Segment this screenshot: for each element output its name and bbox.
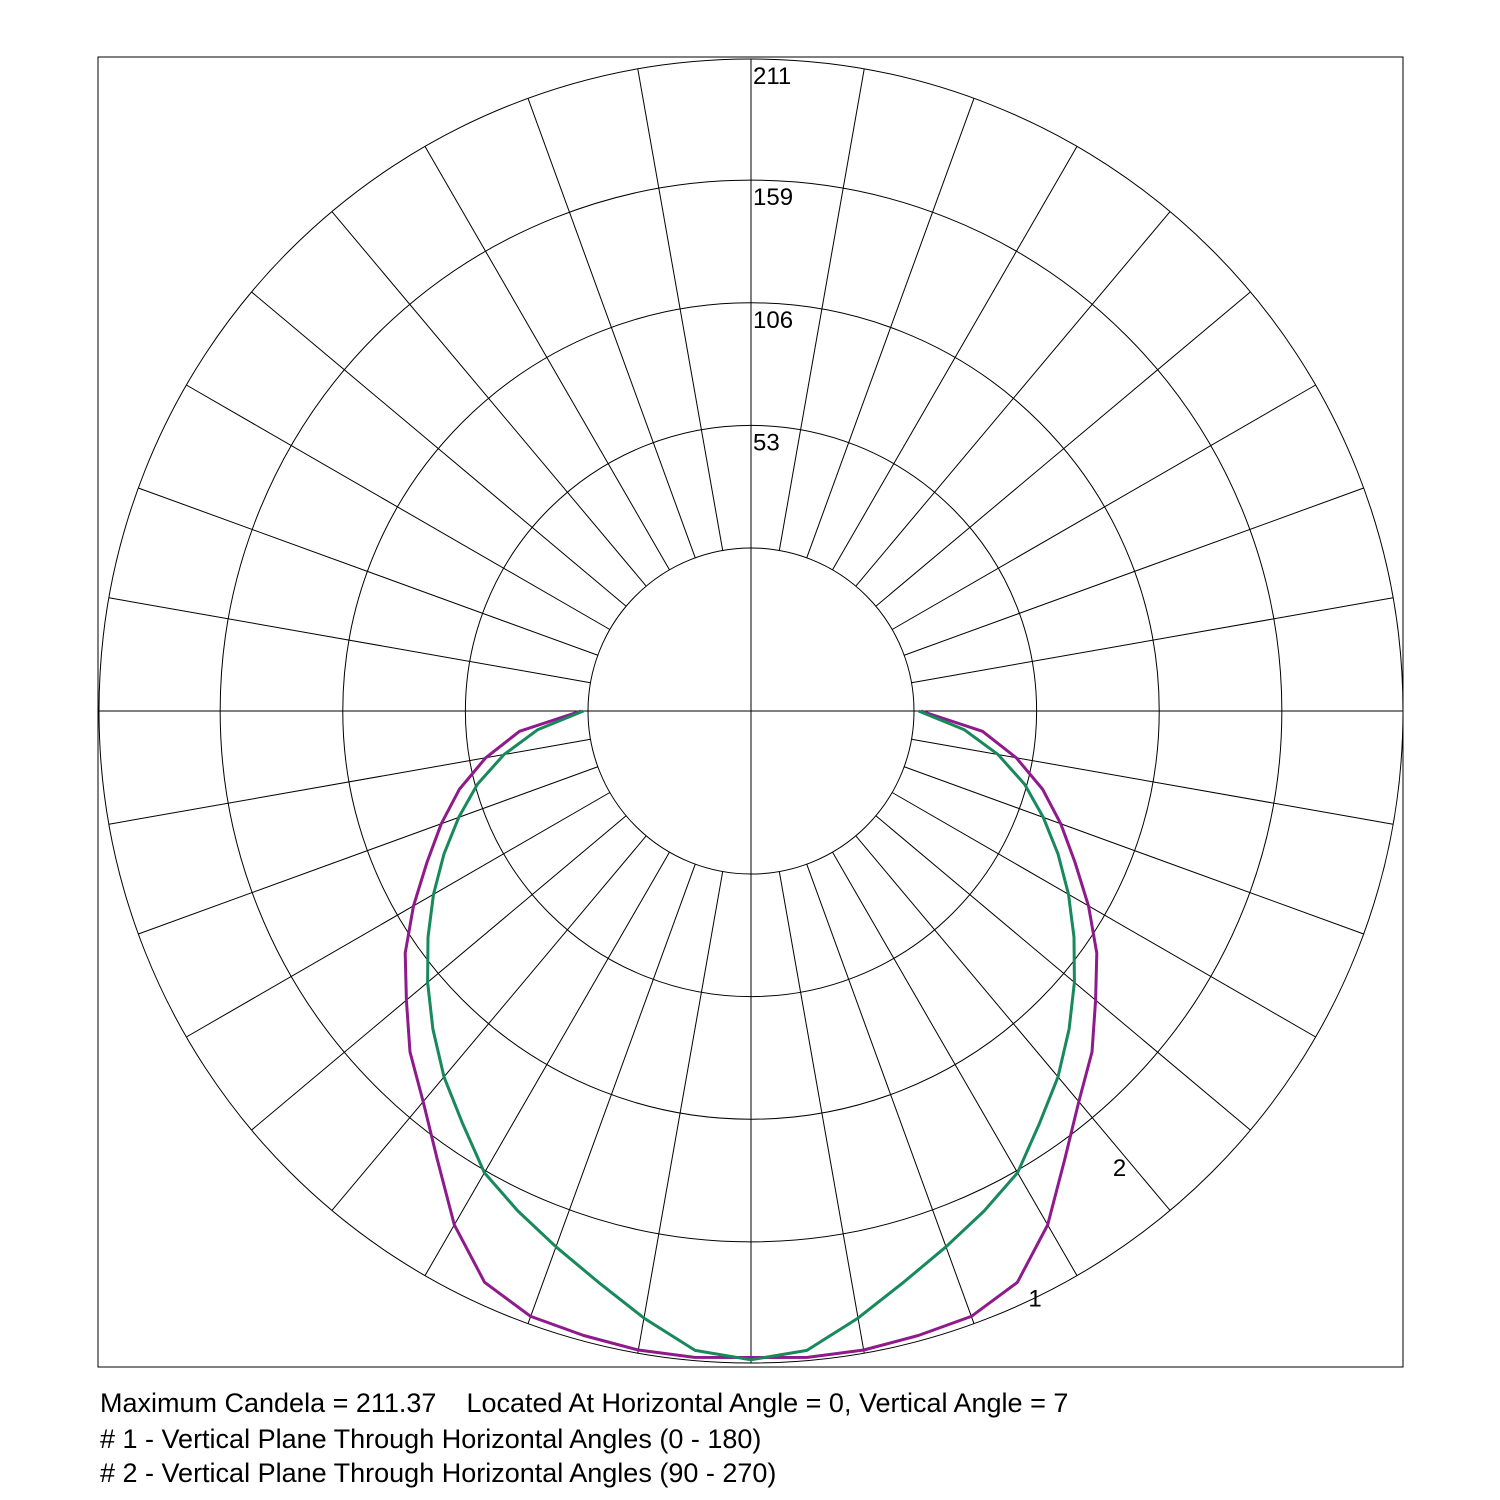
ring-label-1: 53 <box>753 429 780 456</box>
ring-label-4: 211 <box>753 63 791 90</box>
ring-label-2: 106 <box>753 307 793 334</box>
grid-spoke <box>331 211 647 587</box>
grid-spoke <box>832 851 1078 1276</box>
grid-spoke <box>108 597 591 684</box>
ring-label-3: 159 <box>753 184 793 211</box>
grid-spoke <box>186 792 611 1038</box>
series-1-label: 1 <box>1028 1286 1041 1313</box>
grid-spoke <box>855 211 1171 587</box>
grid-spoke <box>911 597 1394 684</box>
grid-spoke <box>251 291 627 607</box>
grid-spoke <box>424 146 670 571</box>
grid-spoke <box>778 68 865 551</box>
grid-spoke <box>138 487 599 656</box>
grid-spoke <box>875 291 1251 607</box>
grid-spoke <box>424 851 670 1276</box>
grid-spoke <box>778 871 865 1354</box>
label-layer: 53 106 159 211 1 2 <box>753 63 1126 1313</box>
grid-spoke <box>903 766 1364 935</box>
series-1-curve <box>403 709 1099 1359</box>
grid-spoke <box>891 792 1316 1038</box>
grid-spoke <box>903 487 1364 656</box>
grid-spoke <box>527 863 696 1324</box>
max-candela-text: Maximum Candela = 211.37 Located At Hori… <box>100 1388 1069 1418</box>
series-2-label: 2 <box>1113 1155 1126 1182</box>
grid-spoke <box>911 738 1394 825</box>
grid-spoke <box>186 384 611 630</box>
grid-spoke <box>875 815 1251 1131</box>
series-1-description: # 1 - Vertical Plane Through Horizontal … <box>100 1424 762 1454</box>
grid-spoke <box>637 68 724 551</box>
grid-spoke <box>138 766 599 935</box>
grid-spoke <box>108 738 591 825</box>
grid-spoke <box>527 98 696 559</box>
grid-spoke <box>806 98 975 559</box>
grid-spoke <box>891 384 1316 630</box>
polar-grid <box>98 58 1404 1364</box>
grid-spoke <box>637 871 724 1354</box>
grid-spoke <box>806 863 975 1324</box>
grid-spoke <box>251 815 627 1131</box>
series-2-curve <box>426 709 1076 1362</box>
grid-spoke <box>331 835 647 1211</box>
grid-spoke <box>832 146 1078 571</box>
series-layer <box>403 709 1099 1362</box>
series-2-description: # 2 - Vertical Plane Through Horizontal … <box>100 1458 777 1488</box>
grid-spoke <box>855 835 1171 1211</box>
